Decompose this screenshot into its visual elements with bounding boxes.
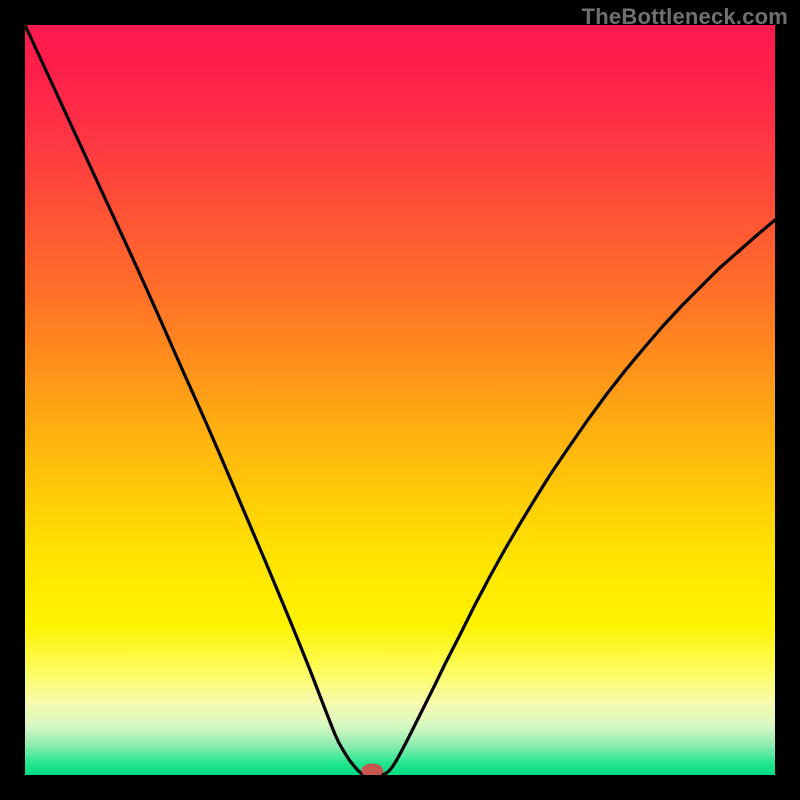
bottleneck-chart: TheBottleneck.com xyxy=(0,0,800,800)
chart-svg xyxy=(0,0,800,800)
plot-background xyxy=(25,25,775,775)
watermark-text: TheBottleneck.com xyxy=(582,4,788,30)
